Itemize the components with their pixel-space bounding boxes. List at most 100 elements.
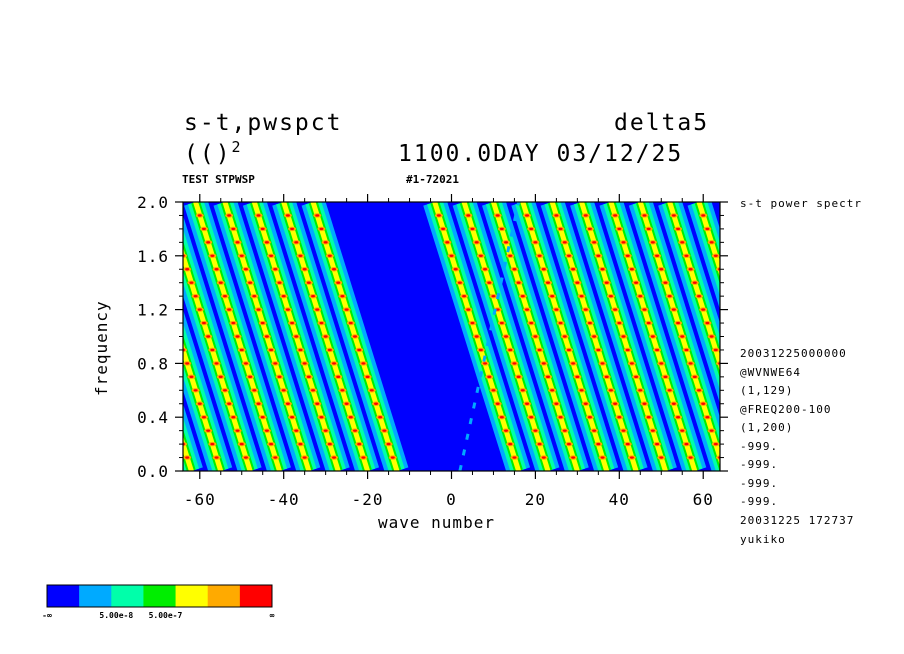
subtitle-left-base: (() xyxy=(184,141,232,167)
ridge-peak-core xyxy=(504,429,509,432)
ridge-band xyxy=(272,202,380,471)
ridge-peak-core xyxy=(344,308,349,311)
colorbar-swatch xyxy=(79,585,112,607)
ridge-peak-core xyxy=(600,362,605,365)
ridge-peak-core xyxy=(680,429,685,432)
ridge-peak-core xyxy=(713,348,718,352)
ridge-peak-core xyxy=(596,442,601,446)
ridge-peak-core xyxy=(193,389,198,392)
ridge-peak-core xyxy=(705,416,710,419)
ridge-peak-core xyxy=(311,294,316,298)
ridge-peak-core xyxy=(713,254,718,257)
ridge-peak-core xyxy=(579,389,584,392)
ridge-peak-core xyxy=(231,227,236,231)
x-axis-label: wave number xyxy=(378,513,495,532)
colorbar-label: -∞ xyxy=(42,611,52,620)
ridge-peak-core xyxy=(671,214,676,217)
ridge-peak-core xyxy=(327,348,332,352)
ridge-peak-core xyxy=(201,321,206,325)
ridge-peak-core xyxy=(533,335,538,338)
ridge-peak-core xyxy=(587,227,592,231)
ridge-peak-core xyxy=(269,348,274,352)
colorbar-border xyxy=(46,584,273,608)
ridge-peak-core xyxy=(613,402,618,405)
ridge-band xyxy=(78,202,162,471)
ridge-peak-core xyxy=(520,389,525,392)
colorbar-swatch xyxy=(47,585,80,607)
ridge-peak-core xyxy=(613,308,618,311)
ridge-peak-core xyxy=(541,362,546,365)
y-tick-label: 1.6 xyxy=(137,247,169,266)
ridge-peak-core xyxy=(642,308,647,311)
ridge-peak-core xyxy=(235,241,240,244)
ridge-peak-core xyxy=(474,335,479,338)
ridge-peak-core xyxy=(642,214,647,217)
ridge-peak-core xyxy=(692,281,697,284)
ridge-peak-core xyxy=(537,254,542,257)
colorbar-swatch xyxy=(143,585,177,607)
ridge-peak-core xyxy=(541,268,546,271)
ridge-peak-core xyxy=(575,281,580,284)
ridge-peak-core xyxy=(378,416,383,419)
ridge-peak-core xyxy=(571,268,576,271)
ridge-peak-core xyxy=(290,321,295,325)
ridge-peak-core xyxy=(583,214,588,217)
ridge-peak-core xyxy=(340,294,345,298)
ridge-peak-core xyxy=(332,268,337,271)
colorbar-label: 5.00e-7 xyxy=(149,611,183,620)
ridge-peak-core xyxy=(239,442,244,446)
side-line-6: -999. xyxy=(740,440,779,453)
ridge-peak-core xyxy=(655,442,660,446)
ridge-peak-core xyxy=(634,281,639,284)
ridge-peak-core xyxy=(592,335,597,338)
ridge-peak-core xyxy=(629,268,634,271)
ridge-peak-core xyxy=(701,214,706,217)
y-tick-label: 1.2 xyxy=(137,301,169,320)
ridge-peak-core xyxy=(466,214,471,217)
ridge-peak-core xyxy=(248,281,253,284)
x-tick-label: 0 xyxy=(446,490,457,509)
ridge-peak-core xyxy=(692,375,697,379)
x-tick-label: 20 xyxy=(525,490,546,509)
ridge-band xyxy=(511,202,619,471)
ridge-peak-core xyxy=(512,268,517,271)
ridge-peak-core xyxy=(340,389,345,392)
ridge-peak-core xyxy=(323,335,328,338)
ridge-layer-3 xyxy=(78,202,162,471)
ridge-peak-core xyxy=(298,254,303,257)
ridge-peak-core xyxy=(680,241,685,244)
ridge-peak-core xyxy=(243,362,248,365)
ridge-peak-core xyxy=(537,442,542,446)
ridge-peak-core xyxy=(353,335,358,338)
ridge-peak-core xyxy=(671,402,676,405)
ridge-peak-core xyxy=(604,281,609,284)
ridge-peak-core xyxy=(189,375,194,379)
ridge-peak-core xyxy=(650,429,655,432)
ridge-peak-core xyxy=(680,335,685,338)
ridge-peak-core xyxy=(197,308,202,311)
ridge-peak-core xyxy=(273,362,278,365)
ridge-peak-core xyxy=(566,442,571,446)
ridge-peak-core xyxy=(663,281,668,284)
ridge-peak-core xyxy=(319,416,324,419)
ridge-peak-core xyxy=(512,362,517,365)
ridge-peak-core xyxy=(491,389,496,392)
ridge-peak-core xyxy=(655,348,660,352)
ridge-peak-core xyxy=(650,241,655,244)
ridge-peak-core xyxy=(302,268,307,271)
ridge-band xyxy=(423,202,531,471)
axis-ticks xyxy=(175,194,728,479)
ridge-band xyxy=(213,202,321,471)
ridge-peak-core xyxy=(290,227,295,231)
ridge-peak-core xyxy=(629,456,634,459)
ridge-peak-core xyxy=(256,308,261,311)
ridge-peak-core xyxy=(298,348,303,352)
ridge-peak-core xyxy=(361,362,366,365)
ridge-peak-core xyxy=(348,321,353,325)
ridge-peak-core xyxy=(684,442,689,446)
ridge-peak-core xyxy=(705,321,710,325)
colorbar-swatch xyxy=(239,585,273,607)
ridge-peak-core xyxy=(655,254,660,257)
ridge-layer-3 xyxy=(183,341,224,471)
ridge-peak-core xyxy=(533,429,538,432)
